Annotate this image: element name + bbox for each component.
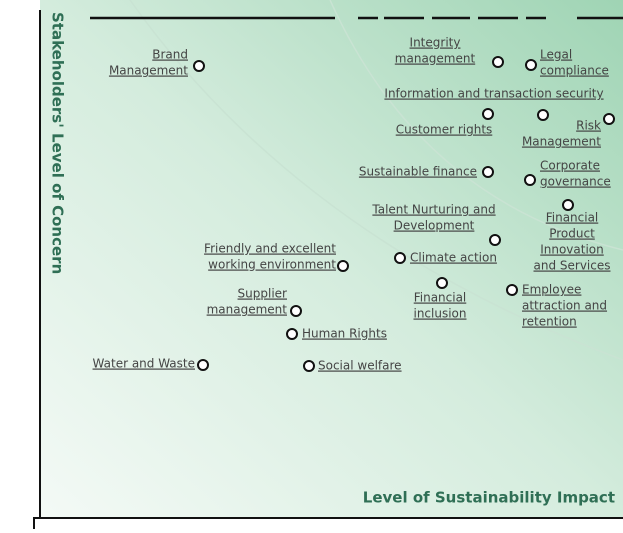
node-label: Risk <box>576 119 601 133</box>
node-label: Development <box>394 219 475 233</box>
arc <box>329 0 623 251</box>
node-label: Talent Nurturing and <box>371 203 495 217</box>
node-label: and Services <box>534 259 611 273</box>
node-label: Legal <box>540 48 572 62</box>
node-label: retention <box>522 315 577 329</box>
node-marker <box>492 56 504 68</box>
node-marker <box>489 234 501 246</box>
node-label: Sustainable finance <box>359 165 477 179</box>
node-label: Water and Waste <box>93 357 195 371</box>
node-label: Financial <box>414 291 467 305</box>
node-label: Friendly and excellent <box>204 242 336 256</box>
bottom-box <box>33 517 623 533</box>
node-label: Climate action <box>410 251 497 265</box>
node-label: management <box>207 303 288 317</box>
node-marker <box>436 277 448 289</box>
node-marker <box>482 166 494 178</box>
node-marker <box>337 260 349 272</box>
node-marker <box>197 359 209 371</box>
node-marker <box>482 108 494 120</box>
node-label: Management <box>522 135 601 149</box>
node-label: governance <box>540 175 611 189</box>
node-marker <box>286 328 298 340</box>
node-marker <box>506 284 518 296</box>
node-marker <box>525 59 537 71</box>
node-label: compliance <box>540 64 609 78</box>
node-marker <box>290 305 302 317</box>
node-marker <box>303 360 315 372</box>
y-axis-label: Stakeholders' Level of Concern <box>49 12 67 274</box>
node-label: Customer rights <box>396 123 493 137</box>
node-label: Information and transaction security <box>384 87 603 101</box>
node-label: working environment <box>208 258 336 272</box>
arc <box>129 0 623 361</box>
node-label: Corporate <box>540 159 600 173</box>
background <box>40 0 623 520</box>
node-label: Product <box>549 227 595 241</box>
node-label: attraction and <box>522 299 607 313</box>
node-marker <box>603 113 615 125</box>
node-label: Management <box>109 64 188 78</box>
node-label: Supplier <box>238 287 288 301</box>
node-marker <box>537 109 549 121</box>
node-marker <box>394 252 406 264</box>
node-label: inclusion <box>413 307 466 321</box>
node-marker <box>562 199 574 211</box>
node-label: Brand <box>152 48 188 62</box>
node-label: management <box>395 52 476 66</box>
node-marker <box>524 174 536 186</box>
node-label: Integrity <box>410 36 461 50</box>
node-label: Financial <box>546 211 599 225</box>
node-label: Social welfare <box>318 359 402 373</box>
node-label: Employee <box>522 283 581 297</box>
node-label: Human Rights <box>302 327 387 341</box>
node-label: Innovation <box>540 243 604 257</box>
node-marker <box>193 60 205 72</box>
x-axis-label: Level of Sustainability Impact <box>363 489 615 507</box>
